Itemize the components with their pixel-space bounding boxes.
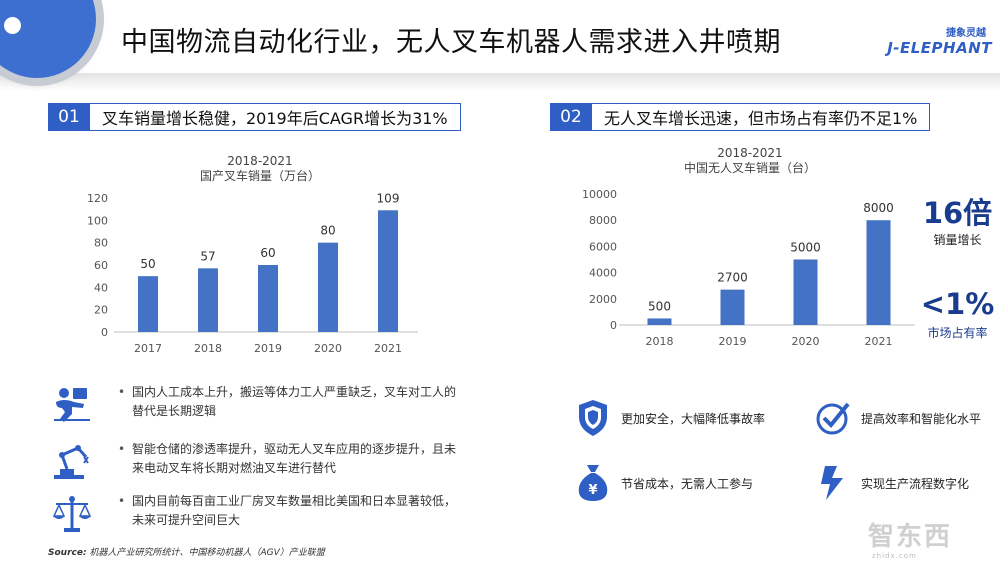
section-1-number: 01 [48, 103, 90, 131]
worker-lifting-icon [48, 383, 96, 427]
bar-value-label: 80 [320, 224, 335, 238]
y-tick-label: 6000 [589, 240, 617, 253]
y-tick-label: 2000 [589, 293, 617, 306]
chart-bar [138, 276, 158, 332]
chart-bar [866, 220, 891, 325]
bullet-item: 智能仓储的渗透率提升，驱动无人叉车应用的逐步提升，且未来电动叉车将长期对燃油叉车… [48, 440, 458, 484]
decorative-circle [0, 0, 96, 78]
x-tick-label: 2020 [792, 335, 820, 348]
section-2-number: 02 [550, 103, 592, 131]
bullet-item: 国内人工成本上升，搬运等体力工人严重缺乏，叉车对工人的替代是长期逻辑 [48, 383, 458, 427]
feature-item: ¥ 节省成本，无需人工参与 [575, 463, 753, 503]
bar-value-label: 50 [140, 257, 155, 271]
bar-value-label: 57 [200, 249, 215, 263]
y-tick-label: 0 [610, 319, 617, 332]
chart-bar [793, 259, 818, 325]
chart-1-title-line1: 2018-2021 [227, 154, 293, 168]
bar-value-label: 5000 [790, 241, 821, 255]
chart-bar [258, 265, 278, 332]
unmanned-forklift-sales-chart: 0 2000 4000 6000 8000 10000 500 2018 2700 2019 500… [582, 188, 915, 348]
chart-1-title: 2018-2021 国产叉车销量（万台） [150, 154, 370, 184]
source-label: Source: [48, 548, 87, 558]
x-tick-label: 2018 [194, 342, 222, 355]
brand-name-cn: 捷象灵越 [946, 28, 986, 39]
chart-1-title-line2: 国产叉车销量（万台） [199, 169, 320, 183]
brand-name-en: J-ELEPHANT [887, 39, 992, 57]
svg-text:¥: ¥ [588, 483, 597, 498]
y-tick-label: 100 [87, 214, 108, 227]
y-tick-label: 0 [101, 326, 108, 339]
shield-icon [575, 398, 611, 438]
section-1-title: 叉车销量增长稳健，2019年后CAGR增长为31% [90, 103, 461, 131]
y-tick-label: 10000 [582, 188, 617, 201]
y-tick-label: 120 [87, 192, 108, 205]
lightning-icon [815, 463, 851, 503]
page-title: 中国物流自动化行业，无人叉车机器人需求进入井喷期 [121, 27, 781, 58]
check-circle-icon [815, 398, 851, 438]
feature-text: 节省成本，无需人工参与 [621, 476, 754, 491]
feature-item: 实现生产流程数字化 [815, 463, 969, 503]
feature-text: 提高效率和智能化水平 [861, 411, 982, 426]
chart-bar [720, 289, 745, 325]
section-1-header: 01 叉车销量增长稳健，2019年后CAGR增长为31% [48, 103, 461, 131]
bullet-item: 国内目前每百亩工业厂房叉车数量相比美国和日本显著较低，未来可提升空间巨大 [48, 492, 458, 536]
section-2-title: 无人叉车增长迅速，但市场占有率仍不足1% [592, 103, 931, 131]
feature-item: 更加安全，大幅降低事故率 [575, 398, 765, 438]
brand-logo: 捷象灵越 J-ELEPHANT [887, 24, 992, 57]
bullet-text: 国内人工成本上升，搬运等体力工人严重缺乏，叉车对工人的替代是长期逻辑 [118, 383, 458, 421]
growth-stat-label: 销量增长 [933, 233, 982, 247]
bar-value-label: 2700 [717, 271, 748, 285]
source-note: Source: 机器人产业研究所统计、中国移动机器人（AGV）产业联盟 [48, 545, 325, 558]
y-tick-label: 60 [94, 259, 108, 272]
bar-value-label: 8000 [863, 201, 894, 215]
balance-scale-icon [48, 492, 96, 536]
bar-value-label: 60 [260, 246, 275, 260]
x-tick-label: 2019 [719, 335, 747, 348]
header-divider [0, 73, 1000, 91]
chart-2-title-line2: 中国无人叉车销量（台） [683, 161, 816, 175]
chart-2-title: 2018-2021 中国无人叉车销量（台） [640, 146, 860, 176]
y-tick-label: 80 [94, 237, 108, 250]
bullet-text: 智能仓储的渗透率提升，驱动无人叉车应用的逐步提升，且未来电动叉车将长期对燃油叉车… [118, 440, 458, 478]
money-bag-icon: ¥ [575, 463, 611, 503]
y-tick-label: 8000 [589, 214, 617, 227]
chart-2-title-line1: 2018-2021 [717, 146, 783, 160]
robot-arm-icon [48, 440, 96, 484]
watermark: 智东西 [868, 522, 953, 552]
y-tick-label: 20 [94, 304, 108, 317]
chart-bar [378, 210, 398, 332]
x-tick-label: 2017 [134, 342, 162, 355]
feature-text: 更加安全，大幅降低事故率 [621, 411, 766, 426]
chart-bar [647, 318, 672, 325]
growth-stat-value: 16倍 [922, 196, 993, 230]
bar-value-label: 109 [377, 191, 400, 205]
y-tick-label: 4000 [589, 267, 617, 280]
watermark-sub: zhidx.com [872, 552, 917, 560]
bullet-text: 国内目前每百亩工业厂房叉车数量相比美国和日本显著较低，未来可提升空间巨大 [118, 492, 458, 530]
section-2-header: 02 无人叉车增长迅速，但市场占有率仍不足1% [550, 103, 931, 131]
chart-bar [198, 268, 218, 332]
source-text: 机器人产业研究所统计、中国移动机器人（AGV）产业联盟 [89, 548, 325, 558]
share-stat-label: 市场占有率 [927, 326, 988, 340]
x-tick-label: 2020 [314, 342, 342, 355]
bar-value-label: 500 [648, 299, 671, 313]
feature-item: 提高效率和智能化水平 [815, 398, 981, 438]
x-tick-label: 2019 [254, 342, 282, 355]
forklift-sales-chart: 0 20 40 60 80 100 120 50 2017 57 2018 60 2019 80 2020 1… [87, 191, 418, 355]
decorative-dot [4, 17, 21, 34]
x-tick-label: 2021 [374, 342, 402, 355]
x-tick-label: 2018 [646, 335, 674, 348]
chart-bar [318, 242, 338, 332]
share-stat-value: <1% [920, 287, 995, 321]
y-tick-label: 40 [94, 281, 108, 294]
x-tick-label: 2021 [865, 335, 893, 348]
feature-text: 实现生产流程数字化 [861, 476, 970, 491]
